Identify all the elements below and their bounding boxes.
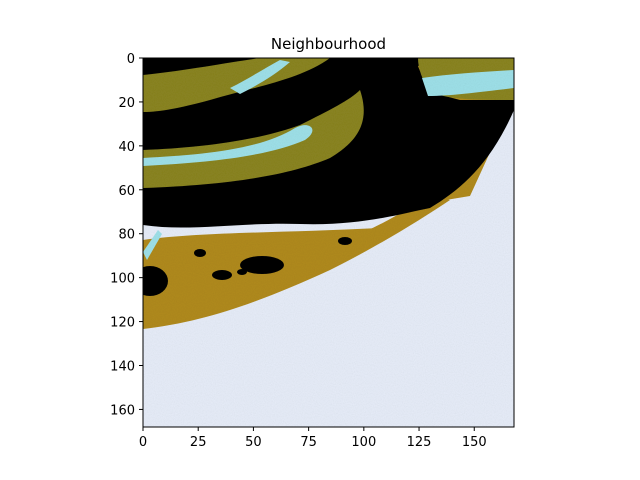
x-tick-label: 125 <box>407 435 432 450</box>
y-tick-label: 20 <box>118 96 135 111</box>
lower-ochre-region <box>143 204 440 328</box>
x-tick-label: 150 <box>462 435 487 450</box>
spot-5 <box>143 266 168 296</box>
x-tick-label: 50 <box>245 435 262 450</box>
y-tick-label: 120 <box>110 316 135 331</box>
cyan-stripe-top <box>230 60 290 94</box>
plot-frame <box>142 57 515 428</box>
x-tick-label: 75 <box>300 435 317 450</box>
y-tick-label: 40 <box>118 140 135 155</box>
cyan-stripe-left <box>143 230 162 260</box>
x-tick-label: 0 <box>139 435 147 450</box>
spot-2 <box>212 270 232 280</box>
y-tick-label: 100 <box>110 272 135 287</box>
cyan-stripe-right <box>422 70 514 96</box>
y-tick-label: 0 <box>127 52 135 67</box>
chart-title: Neighbourhood <box>271 35 386 53</box>
spot-3 <box>194 249 206 257</box>
y-tick-label: 60 <box>118 184 135 199</box>
y-tick-label: 140 <box>110 360 135 375</box>
spot-1 <box>240 256 284 274</box>
x-tick-label: 100 <box>351 435 376 450</box>
olive-band-middle <box>143 90 364 188</box>
spot-6 <box>237 269 247 275</box>
image-plot <box>143 58 514 427</box>
x-axis: 0 25 50 75 100 125 150 <box>139 427 487 450</box>
spot-4 <box>338 237 352 245</box>
y-tick-label: 160 <box>110 403 135 418</box>
y-axis: 0 20 40 60 80 100 120 140 160 <box>110 52 143 418</box>
y-tick-label: 80 <box>118 228 135 243</box>
cyan-stripe-middle <box>143 125 313 166</box>
x-tick-label: 25 <box>190 435 207 450</box>
